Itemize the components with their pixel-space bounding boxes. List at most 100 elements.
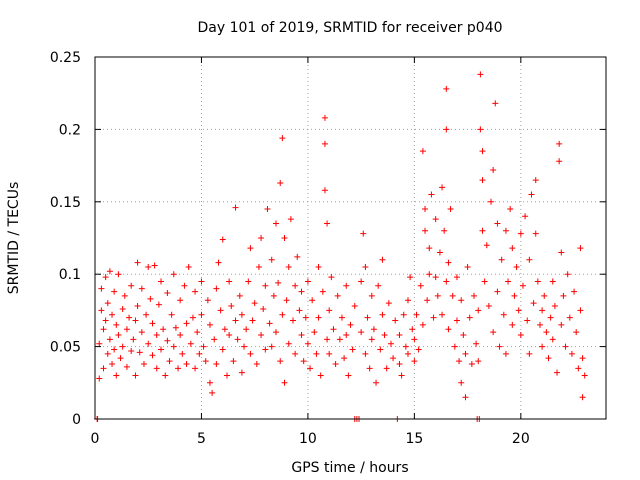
data-point — [128, 282, 135, 289]
data-point — [530, 300, 537, 307]
data-point — [479, 227, 486, 234]
data-point — [132, 372, 139, 379]
data-point — [432, 216, 439, 223]
data-point — [458, 297, 465, 304]
data-point — [385, 300, 392, 307]
data-point — [300, 358, 307, 365]
data-point — [483, 242, 490, 249]
data-point — [98, 285, 105, 292]
data-point — [102, 317, 109, 324]
data-point — [251, 300, 258, 307]
data-point — [115, 271, 122, 278]
data-point — [424, 297, 431, 304]
data-point — [349, 346, 356, 353]
data-point — [272, 220, 279, 227]
data-point — [136, 349, 143, 356]
data-point — [290, 317, 297, 324]
data-point — [109, 360, 116, 367]
data-point — [411, 358, 418, 365]
data-point — [104, 350, 111, 357]
data-point — [490, 329, 497, 336]
data-point — [419, 321, 426, 328]
data-point — [145, 340, 152, 347]
data-point — [285, 263, 292, 270]
data-point — [366, 365, 373, 372]
data-point — [270, 292, 277, 299]
x-tick-label: 15 — [405, 431, 423, 447]
data-point — [449, 292, 456, 299]
data-point — [181, 282, 188, 289]
data-point — [217, 307, 224, 314]
data-point — [528, 191, 535, 198]
data-point — [160, 326, 167, 333]
data-point — [485, 303, 492, 310]
data-point — [334, 292, 341, 299]
data-point — [187, 340, 194, 347]
data-point — [321, 114, 328, 121]
y-tick-label: 0.05 — [50, 340, 81, 356]
data-point — [117, 355, 124, 362]
data-point — [439, 184, 446, 191]
data-point — [236, 292, 243, 299]
data-point — [564, 271, 571, 278]
data-point — [343, 282, 350, 289]
data-point — [255, 263, 262, 270]
data-point — [138, 329, 145, 336]
data-point — [364, 314, 371, 321]
data-point — [215, 259, 222, 266]
data-point — [292, 282, 299, 289]
data-point — [272, 329, 279, 336]
data-point — [404, 297, 411, 304]
data-point — [494, 220, 501, 227]
data-point — [330, 326, 337, 333]
data-point — [321, 140, 328, 147]
data-point — [238, 369, 245, 376]
data-point — [128, 347, 135, 354]
data-point — [377, 346, 384, 353]
data-point — [123, 326, 130, 333]
data-point — [556, 140, 563, 147]
data-point — [396, 360, 403, 367]
data-point — [496, 343, 503, 350]
data-point — [119, 305, 126, 312]
data-point — [98, 307, 105, 314]
data-point — [324, 220, 331, 227]
data-point — [149, 352, 156, 359]
data-point — [247, 245, 254, 252]
data-point — [206, 379, 213, 386]
data-point — [158, 278, 165, 285]
data-point — [396, 332, 403, 339]
data-point — [558, 321, 565, 328]
data-point — [151, 262, 158, 269]
data-point — [362, 263, 369, 270]
data-point — [226, 278, 233, 285]
data-point — [571, 288, 578, 295]
data-point — [113, 321, 120, 328]
data-point — [338, 314, 345, 321]
data-point — [509, 245, 516, 252]
data-point — [458, 379, 465, 386]
data-point — [253, 360, 260, 367]
data-point — [324, 336, 331, 343]
data-point — [96, 375, 103, 382]
data-point — [417, 282, 424, 289]
data-point — [249, 317, 256, 324]
data-point — [460, 332, 467, 339]
data-point — [268, 343, 275, 350]
data-point — [443, 85, 450, 92]
data-point — [387, 340, 394, 347]
data-point — [341, 355, 348, 362]
data-point — [262, 346, 269, 353]
data-point — [211, 336, 218, 343]
x-tick-label: 0 — [91, 431, 100, 447]
data-point — [115, 332, 122, 339]
data-point — [126, 314, 133, 321]
data-point — [443, 126, 450, 133]
data-point — [232, 317, 239, 324]
data-point — [296, 307, 303, 314]
data-point — [511, 292, 518, 299]
data-point — [294, 253, 301, 260]
data-point — [428, 191, 435, 198]
data-point — [462, 350, 469, 357]
